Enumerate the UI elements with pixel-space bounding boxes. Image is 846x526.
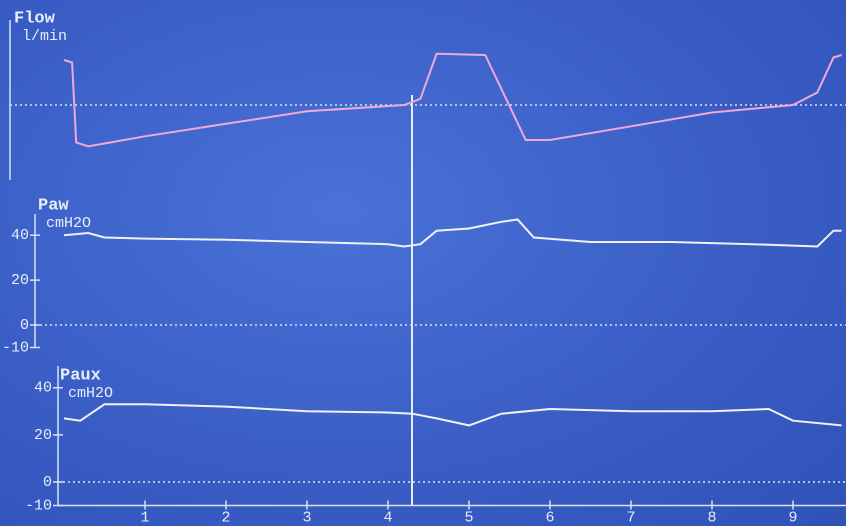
panel-unit: l/min <box>22 28 67 45</box>
x-tick-label: 5 <box>464 509 473 526</box>
panel-unit: cmH2O <box>68 385 113 402</box>
x-tick-label: 1 <box>140 509 149 526</box>
y-tick-label: 20 <box>34 427 52 444</box>
y-tick-label: 0 <box>43 474 52 491</box>
x-tick-label: 7 <box>626 509 635 526</box>
x-tick-label: 9 <box>788 509 797 526</box>
page: Flowl/minPawcmH2O40200-10PauxcmH2O40200-… <box>0 0 846 526</box>
panel-unit: cmH2O <box>46 215 91 232</box>
y-tick-label: 40 <box>34 380 52 397</box>
panel-title: Paw <box>38 196 69 215</box>
waveform <box>64 54 842 147</box>
y-tick-label: -10 <box>25 497 52 514</box>
x-tick-label: 2 <box>221 509 230 526</box>
panel-title: Paux <box>60 366 101 385</box>
panel-title: Flow <box>14 9 56 28</box>
x-tick-label: 6 <box>545 509 554 526</box>
monitor-screen: Flowl/minPawcmH2O40200-10PauxcmH2O40200-… <box>0 0 846 526</box>
y-tick-label: 40 <box>11 227 29 244</box>
y-tick-label: 20 <box>11 272 29 289</box>
x-tick-label: 8 <box>707 509 716 526</box>
x-tick-label: 4 <box>383 509 392 526</box>
y-tick-label: 0 <box>20 317 29 334</box>
x-tick-label: 3 <box>302 509 311 526</box>
waveform <box>64 220 842 247</box>
waveform <box>64 404 842 425</box>
y-tick-label: -10 <box>2 339 29 356</box>
